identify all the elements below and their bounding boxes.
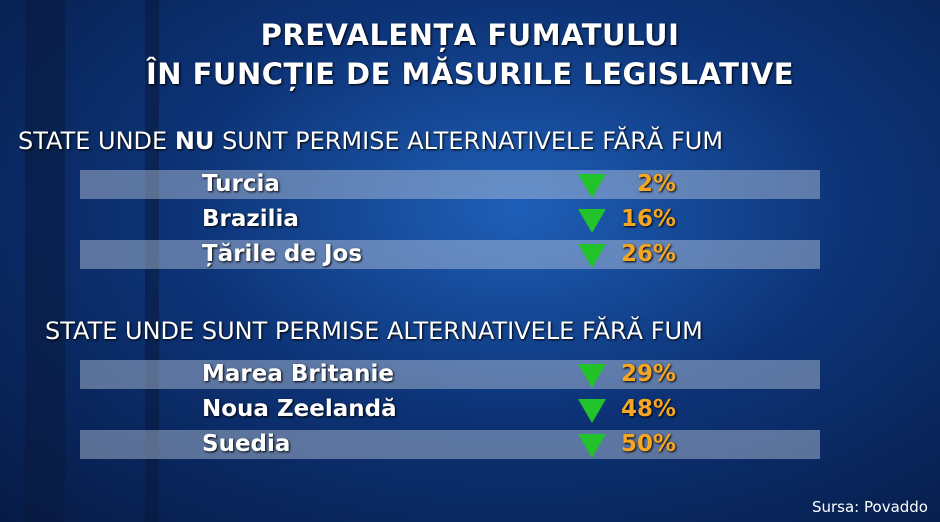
heading-text: STATE UNDE (18, 127, 168, 155)
country: Turcia (202, 171, 280, 197)
down-arrow (578, 244, 606, 272)
table-row: Noua Zeelandă 48% (80, 395, 820, 424)
heading-text: SUNT PERMISE ALTERNATIVELE FĂRĂ FUM (222, 127, 724, 155)
arrow-shape (578, 364, 606, 388)
country: Țările de Jos (202, 241, 363, 267)
heading-text: STATE UNDE SUNT PERMISE ALTERNATIVELE FĂ… (45, 317, 703, 345)
source: Sursa: Povaddo (811, 498, 928, 516)
arrow-shape (578, 244, 606, 268)
percentage: 50% (620, 431, 676, 457)
arrow-shape (578, 209, 606, 233)
arrow-shape (578, 174, 606, 198)
table-row: Turcia 2% (80, 170, 820, 199)
down-arrow (578, 399, 606, 427)
title-line: PREVALENȚA FUMATULUI (260, 18, 680, 52)
section-heading: STATE UNDE NU SUNT PERMISE ALTERNATIVELE… (18, 127, 723, 155)
country: Suedia (202, 431, 291, 457)
table-row: Țările de Jos 26% (80, 240, 820, 269)
down-arrow (578, 364, 606, 392)
table-row: Suedia 50% (80, 430, 820, 459)
arrow-icon (578, 244, 606, 268)
arrow-icon (578, 174, 606, 198)
table-row: Brazilia 16% (80, 205, 820, 234)
country: Marea Britanie (202, 361, 395, 387)
arrow-icon (578, 209, 606, 233)
percentage: 29% (620, 361, 676, 387)
table-row: Marea Britanie 29% (80, 360, 820, 389)
background-stripe (25, 0, 65, 522)
down-arrow (578, 174, 606, 202)
arrow-shape (578, 399, 606, 423)
heading-emphasis: NU (174, 127, 215, 155)
arrow-icon (578, 434, 606, 458)
title-line: ÎN FUNCȚIE DE MĂSURILE LEGISLATIVE (145, 57, 795, 91)
down-arrow (578, 434, 606, 462)
arrow-icon (578, 364, 606, 388)
country: Noua Zeelandă (202, 396, 397, 422)
section-heading: STATE UNDE SUNT PERMISE ALTERNATIVELE FĂ… (45, 317, 703, 345)
arrow-icon (578, 399, 606, 423)
percentage: 48% (620, 396, 676, 422)
percentage: 26% (620, 241, 676, 267)
background-stripe (145, 0, 159, 522)
down-arrow (578, 209, 606, 237)
country: Brazilia (202, 206, 299, 232)
percentage: 16% (620, 206, 676, 232)
percentage: 2% (636, 171, 676, 197)
arrow-shape (578, 434, 606, 458)
